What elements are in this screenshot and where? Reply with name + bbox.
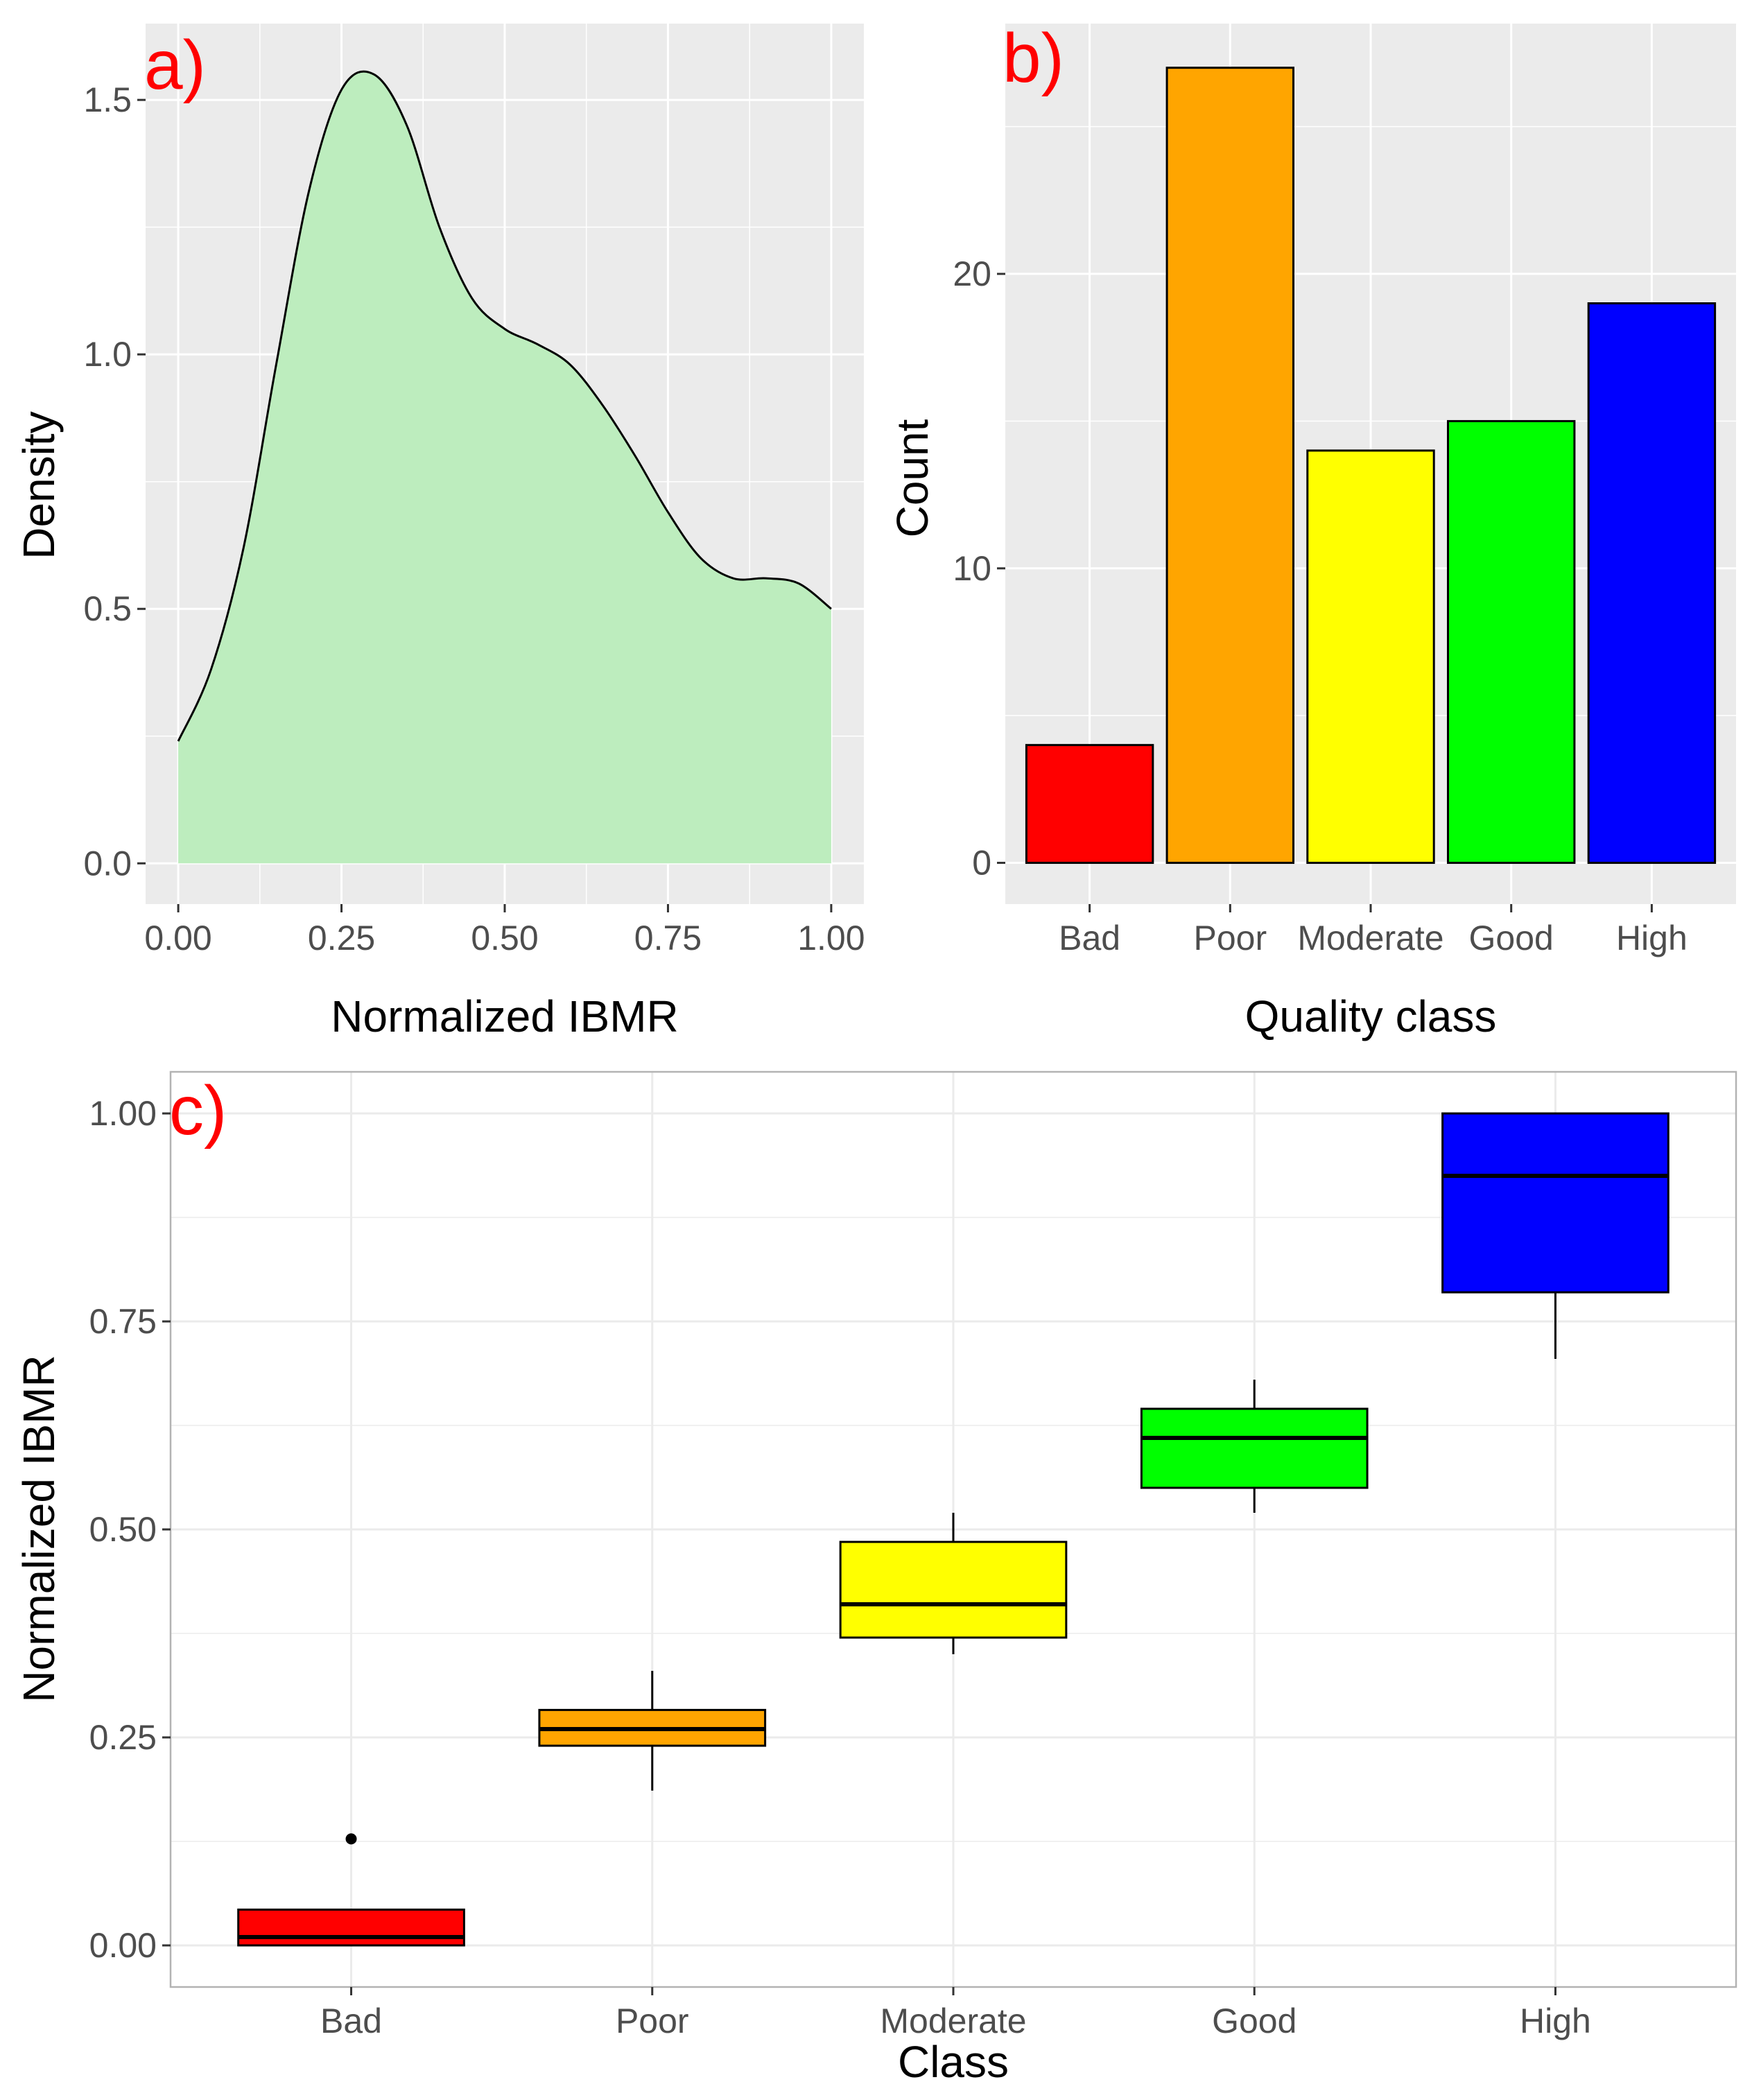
panel-b-x-tick-label: Good — [1469, 919, 1554, 957]
panel-c-y-tick-label: 0.25 — [89, 1718, 157, 1757]
panel-c-x-tick-label: Poor — [616, 2002, 689, 2040]
panel-b-y-axis: 0 10 20 — [953, 254, 1005, 883]
panel-b-x-tick-label: Poor — [1193, 919, 1267, 957]
outlier-bad — [345, 1833, 357, 1845]
panel-b-y-tick-label: 10 — [953, 549, 991, 588]
box-moderate — [839, 1513, 1068, 1654]
box-poor — [538, 1671, 767, 1791]
panel-a-x-axis: 0.00 0.25 0.50 0.75 1.00 — [144, 904, 865, 957]
box-good — [1140, 1380, 1369, 1513]
box-body-moderate — [839, 1541, 1068, 1639]
panel-b-bar-chart: 0 10 20 Bad Poor Moderate Good High Quality cl… — [887, 19, 1736, 1041]
panel-b-label: b) — [1003, 19, 1064, 97]
panel-c-y-tick-label: 0.50 — [89, 1510, 157, 1549]
panel-c-x-tick-label: Moderate — [880, 2002, 1026, 2040]
panel-c-x-tick-label: High — [1520, 2002, 1591, 2040]
panel-a-data-layer — [177, 70, 832, 864]
box-body-high — [1441, 1112, 1669, 1294]
panel-b-x-tick-label: High — [1616, 919, 1688, 957]
panel-b-y-tick-label: 20 — [953, 254, 991, 293]
panel-a-label: a) — [144, 26, 206, 104]
panel-a-y-axis-title: Density — [14, 411, 64, 559]
box-body-good — [1140, 1407, 1369, 1489]
panel-b-x-tick-label: Moderate — [1297, 919, 1443, 957]
panel-a-x-tick-label: 0.00 — [144, 919, 211, 957]
panel-a-x-tick-label: 1.00 — [797, 919, 865, 957]
panel-c-x-axis-title: Class — [898, 2037, 1009, 2087]
panel-a-x-tick-label: 0.75 — [634, 919, 702, 957]
panel-c-y-tick-label: 1.00 — [89, 1094, 157, 1133]
panel-b-y-axis-title: Count — [887, 419, 937, 537]
panel-c-y-axis: 0.00 0.25 0.50 0.75 1.00 — [89, 1094, 171, 1965]
density-curve — [177, 70, 832, 742]
bar-high — [1587, 302, 1717, 865]
panel-a-x-tick-label: 0.50 — [471, 919, 538, 957]
panel-a-y-axis: 0.0 0.5 1.0 1.5 — [83, 80, 146, 883]
bar-good — [1446, 419, 1576, 865]
panel-c-x-tick-label: Good — [1212, 2002, 1296, 2040]
box-bad — [237, 1833, 465, 1947]
panel-c-y-tick-label: 0.75 — [89, 1302, 157, 1341]
panel-c-box-plot: 0.00 0.25 0.50 0.75 1.00 Bad Poor Moderate Good… — [14, 1070, 1737, 2087]
box-high — [1441, 1112, 1669, 1359]
density-area — [178, 71, 831, 864]
panel-b-x-axis: Bad Poor Moderate Good High — [1059, 904, 1688, 957]
panel-a-x-axis-title: Normalized IBMR — [331, 991, 678, 1041]
panel-a-y-tick-label: 1.5 — [83, 80, 132, 119]
panel-c-data-layer — [237, 1112, 1669, 1947]
panel-c-label: c) — [169, 1072, 227, 1149]
panel-a-y-tick-label: 0.0 — [83, 844, 132, 883]
panel-a-x-tick-label: 0.25 — [308, 919, 375, 957]
panel-b-x-tick-label: Bad — [1059, 919, 1120, 957]
box-body-bad — [237, 1908, 465, 1947]
panel-c-y-tick-label: 0.00 — [89, 1926, 157, 1965]
panel-b-data-layer — [1025, 67, 1717, 865]
bar-poor — [1165, 67, 1295, 865]
panel-a-y-tick-label: 0.5 — [83, 589, 132, 628]
bar-moderate — [1306, 449, 1435, 865]
panel-b-x-axis-title: Quality class — [1245, 991, 1497, 1041]
panel-a-density-plot: 0.0 0.5 1.0 1.5 0.00 0.25 0.50 0.75 1.00 Normal… — [14, 24, 865, 1041]
panel-c-y-axis-title: Normalized IBMR — [14, 1355, 64, 1702]
panel-b-y-tick-label: 0 — [972, 844, 991, 883]
bar-bad — [1025, 744, 1154, 865]
panel-c-x-axis: Bad Poor Moderate Good High — [320, 1987, 1591, 2040]
panel-c-x-tick-label: Bad — [320, 2002, 382, 2040]
panel-a-y-tick-label: 1.0 — [83, 335, 132, 374]
